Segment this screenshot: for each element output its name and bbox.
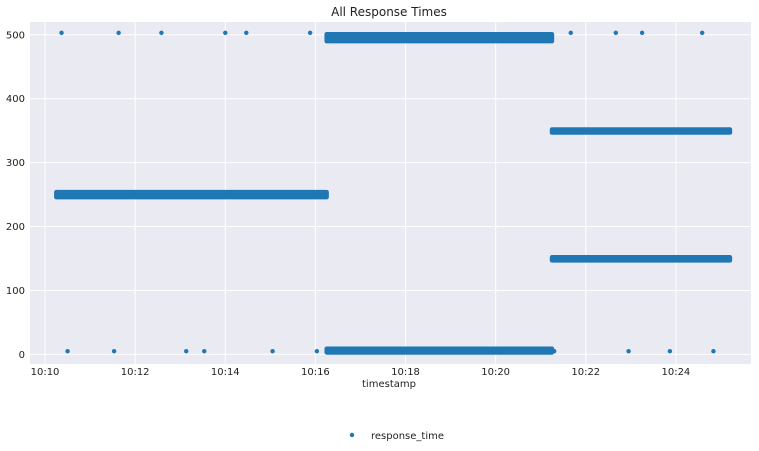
- data-point: [552, 349, 557, 354]
- dense-point-band: [549, 255, 733, 263]
- y-tick-labels: 0 100 200 300 400 500: [6, 30, 25, 361]
- x-tick-label: 10:12: [121, 367, 150, 378]
- data-point: [159, 30, 164, 36]
- x-tick-label: 10:24: [661, 367, 690, 378]
- data-point: [699, 30, 705, 36]
- data-point: [314, 349, 320, 354]
- y-tick-label: 400: [6, 94, 25, 105]
- x-tick-label: 10:16: [301, 367, 330, 378]
- dense-point-band: [549, 127, 733, 135]
- dense-point-band: [324, 346, 555, 355]
- dense-point-band: [324, 31, 555, 44]
- data-point: [307, 30, 313, 36]
- legend-marker: [349, 432, 355, 438]
- data-point: [59, 30, 64, 36]
- data-point: [244, 30, 249, 36]
- x-tick-labels: 10:10 10:12 10:14 10:16 10:18 10:20 10:22 10:24: [31, 367, 691, 378]
- data-point: [639, 30, 645, 36]
- x-tick-label: 10:22: [571, 367, 600, 378]
- x-tick-label: 10:18: [391, 367, 420, 378]
- data-point: [270, 349, 275, 354]
- y-tick-label: 200: [6, 222, 25, 233]
- x-tick-label: 10:20: [481, 367, 510, 378]
- data-point: [184, 349, 189, 354]
- data-point: [116, 30, 121, 36]
- data-point: [202, 349, 207, 354]
- data-point: [626, 349, 631, 354]
- y-tick-label: 500: [6, 30, 25, 41]
- data-point: [65, 349, 70, 354]
- data-point: [613, 30, 619, 36]
- x-tick-label: 10:14: [211, 367, 240, 378]
- y-tick-label: 300: [6, 158, 25, 169]
- chart-title: All Response Times: [331, 5, 447, 19]
- y-tick-label: 100: [6, 286, 25, 297]
- data-point: [111, 349, 117, 354]
- data-points: [54, 30, 733, 355]
- dense-point-band: [54, 189, 329, 200]
- data-point: [667, 349, 673, 354]
- x-tick-label: 10:10: [31, 367, 60, 378]
- data-point: [568, 30, 573, 36]
- legend-label: response_time: [371, 431, 444, 442]
- data-point: [711, 349, 716, 354]
- legend: response_time: [349, 431, 444, 442]
- data-point: [223, 30, 228, 36]
- y-tick-label: 0: [19, 350, 25, 361]
- x-axis-label: timestamp: [362, 379, 416, 390]
